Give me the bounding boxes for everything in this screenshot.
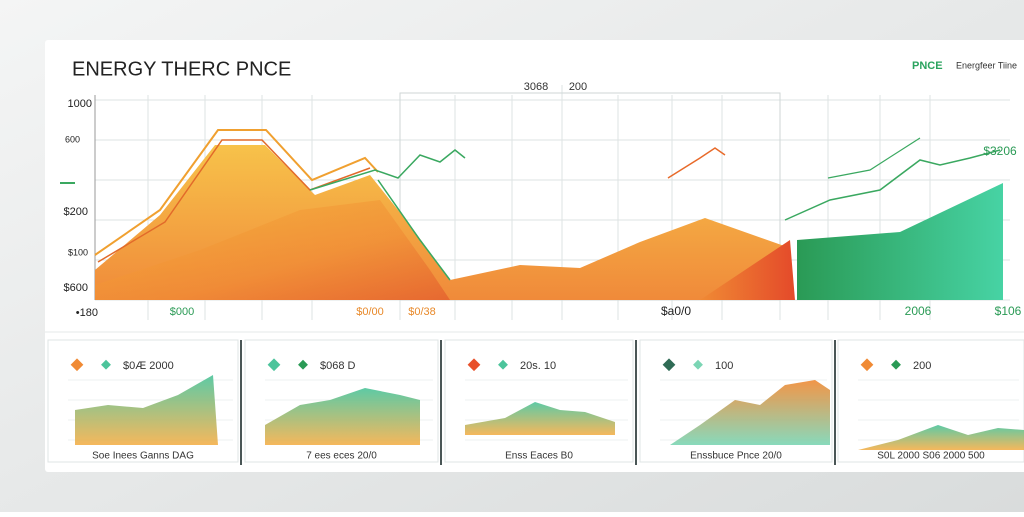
- y-label: $600: [64, 282, 88, 294]
- legend-label: PNCE: [912, 60, 943, 72]
- x-label: $000: [170, 306, 194, 318]
- orange-spike: [667, 147, 726, 179]
- green-line: [309, 149, 466, 191]
- panel-icon: [693, 359, 703, 370]
- panel-footer: 7 ees eces 20/0: [306, 451, 377, 462]
- series-label: $3206: [983, 144, 1017, 158]
- panel-footer: Enssbuce Pnce 20/0: [690, 451, 782, 462]
- red-area: [700, 240, 795, 300]
- y-label: $100: [68, 247, 88, 257]
- orange-line: [94, 129, 379, 256]
- x-label: 2006: [905, 304, 932, 318]
- title: ENERGY THERC PNCE: [72, 58, 291, 80]
- orange-shade: [95, 200, 450, 300]
- y-label: $200: [64, 206, 88, 218]
- green-trend-2: [827, 137, 921, 179]
- panel: $068 D 7 ees eces 20/0: [244, 339, 442, 465]
- green-line-down: [377, 179, 451, 281]
- panel: 200 S0L 2000 S06 2000 500: [837, 339, 1024, 463]
- panel-label: 20s. 10: [520, 360, 556, 372]
- panel: 100 Enssbuce Pnce 20/0: [639, 339, 836, 465]
- panel-frame: [444, 339, 634, 463]
- y-label: 600: [65, 134, 80, 144]
- panel-footer: S0L 2000 S06 2000 500: [877, 451, 985, 462]
- x-label: $0/00: [356, 306, 384, 318]
- panel-label: $068 D: [320, 360, 356, 372]
- panel-footer: Soe Inees Ganns DAG: [92, 451, 194, 462]
- panel-icon: [891, 359, 901, 370]
- panel-label: $0Æ 2000: [123, 360, 174, 372]
- panel-label: 100: [715, 360, 733, 372]
- panel-area: [75, 375, 218, 445]
- legend-text: Energfeer Tiine: [956, 60, 1017, 70]
- y-label: 1000: [68, 98, 92, 110]
- panel-area: [265, 388, 420, 445]
- panel: 20s. 10 Enss Eaces B0: [444, 339, 637, 465]
- green-trend: [784, 149, 1001, 221]
- panels: $0Æ 2000 Soe Inees Ganns DAG $068 D 7 ees e…: [47, 339, 1024, 465]
- panel-area: [670, 380, 830, 445]
- panel: $0Æ 2000 Soe Inees Ganns DAG: [47, 339, 242, 465]
- green-area: [797, 183, 1003, 300]
- y-label: •180: [76, 307, 98, 319]
- panel-icon: [101, 359, 111, 370]
- x-label: $a0/0: [661, 304, 691, 318]
- top-label: 200: [569, 81, 587, 93]
- x-label: $106: [995, 304, 1022, 318]
- panel-label: 200: [913, 360, 931, 372]
- panel-footer: Enss Eaces B0: [505, 451, 573, 462]
- panel-area: [858, 425, 1024, 450]
- x-label: $0/38: [408, 306, 436, 318]
- top-label: 3068: [524, 81, 548, 93]
- panel-area: [465, 402, 615, 435]
